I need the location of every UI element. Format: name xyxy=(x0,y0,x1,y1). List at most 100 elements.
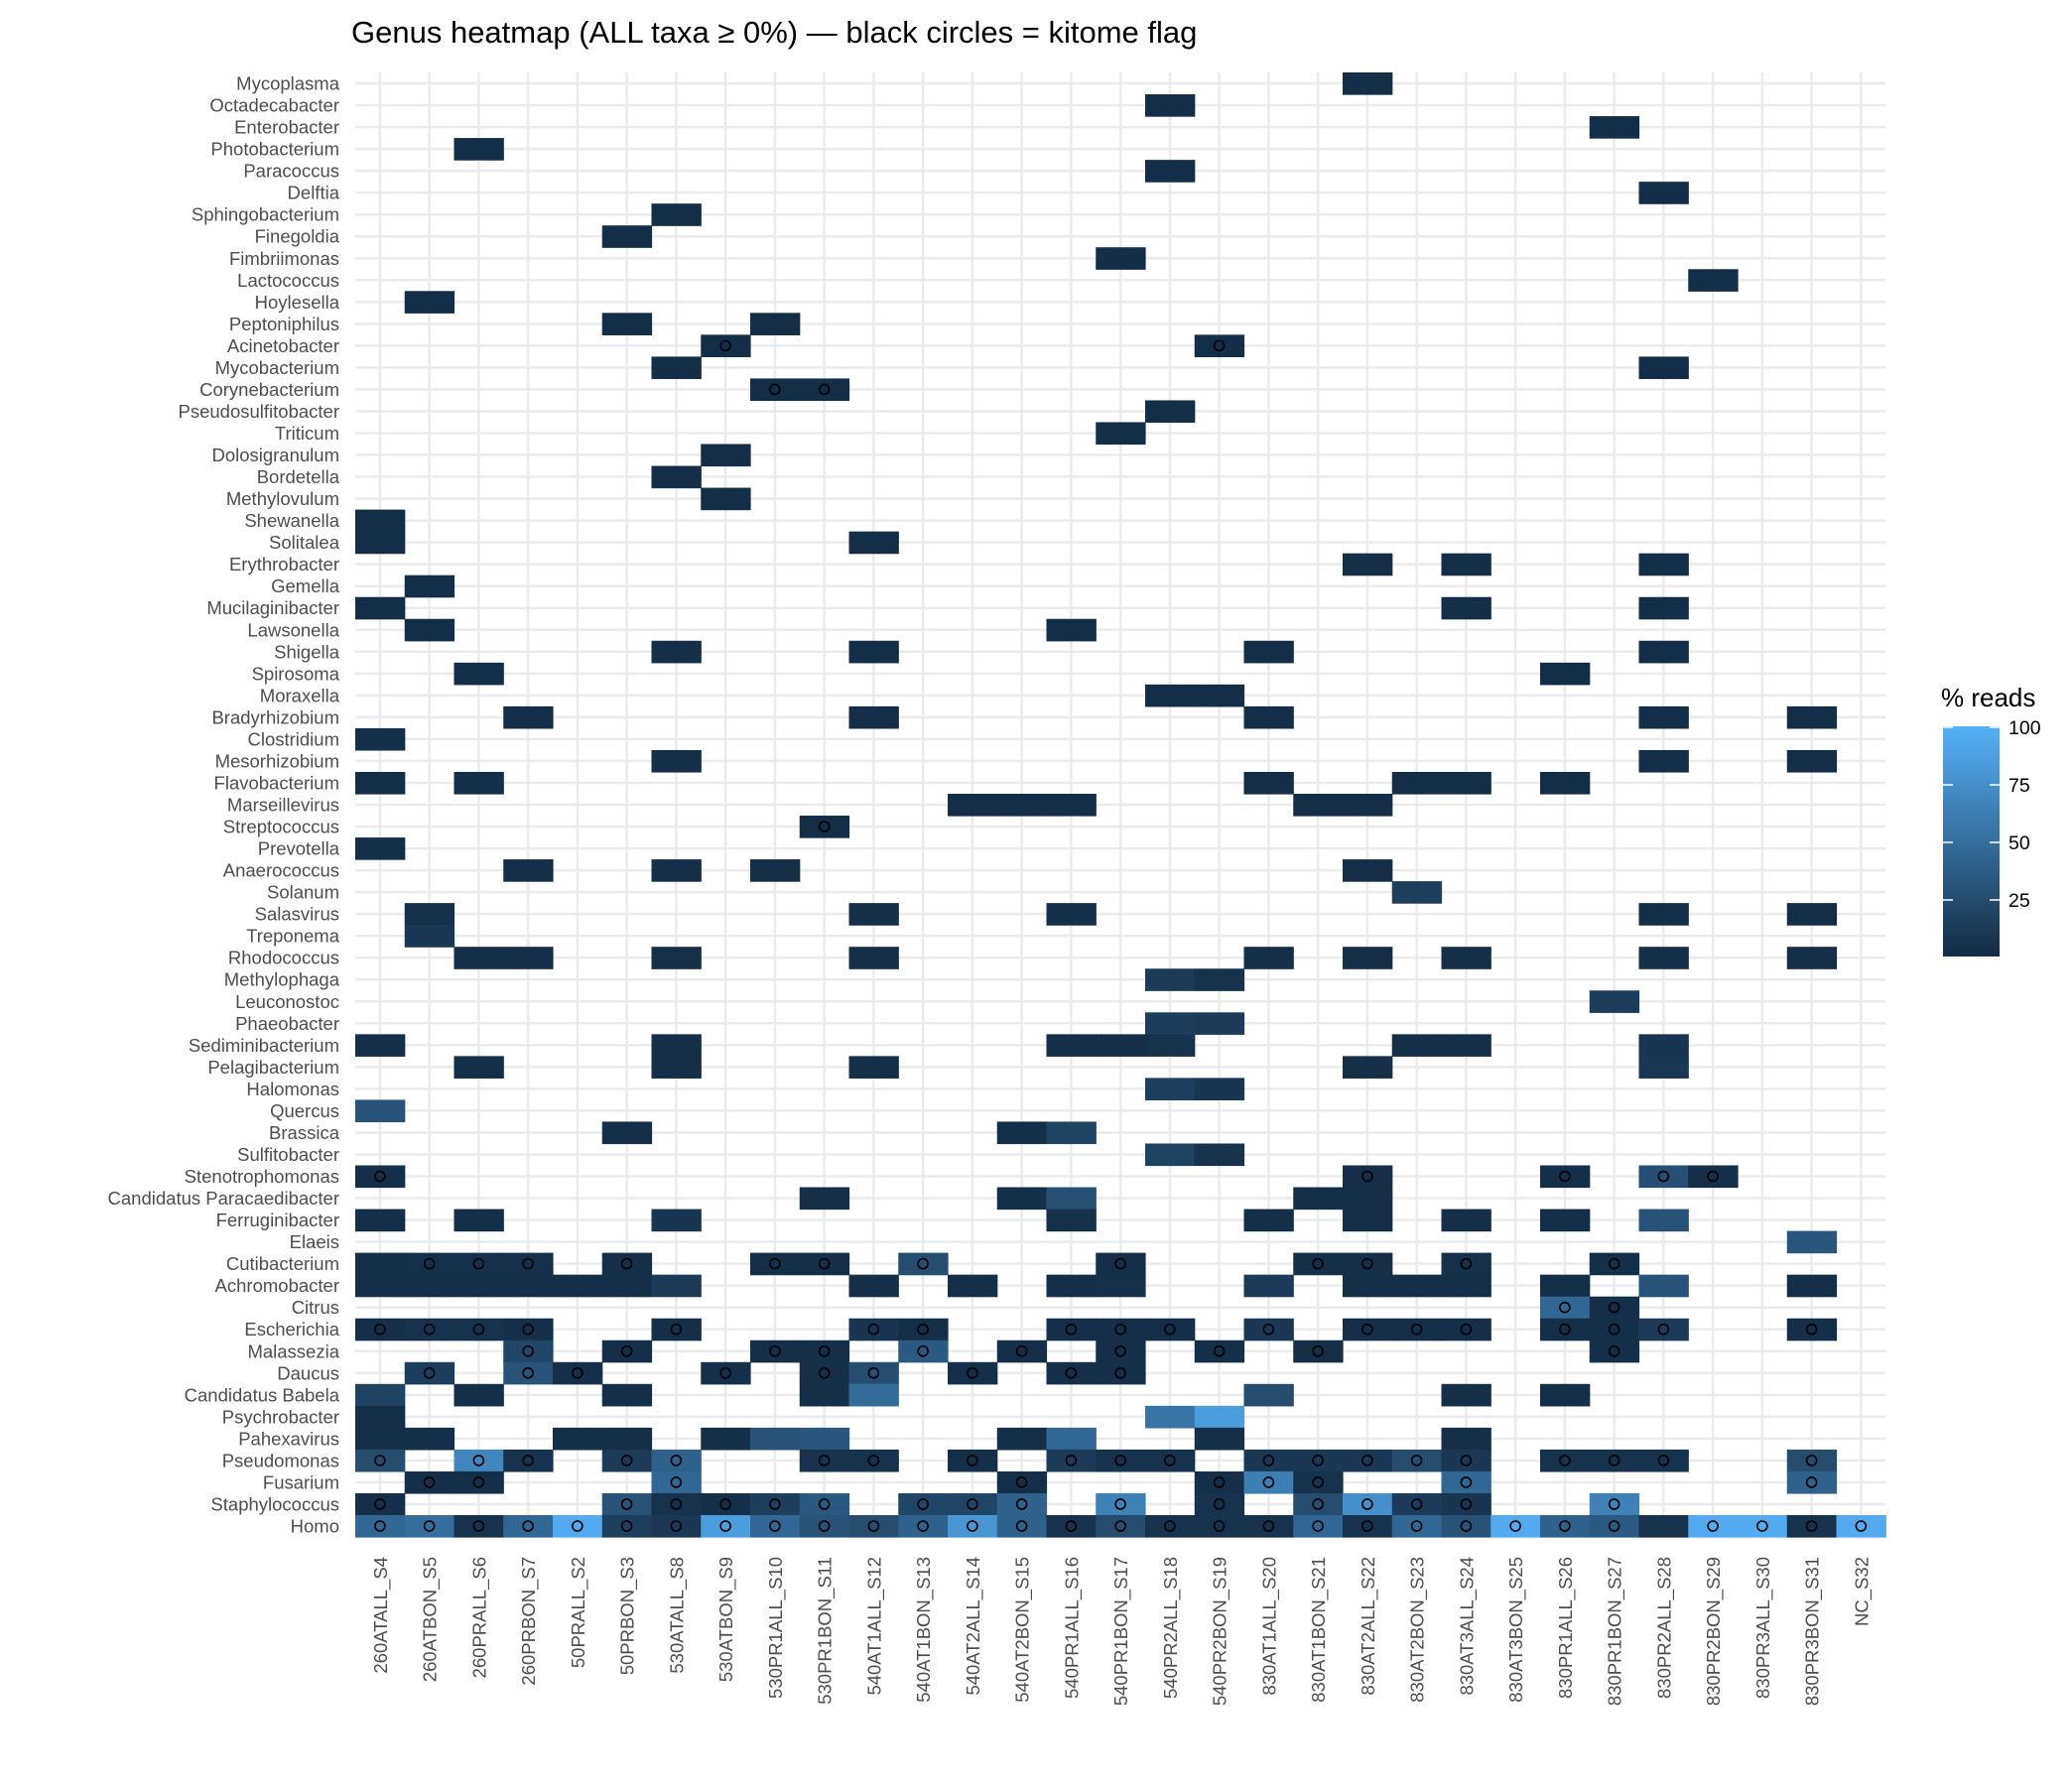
x-tick-label: 540PR2ALL_S18 xyxy=(1160,1557,1182,1699)
kitome-marker xyxy=(1361,1520,1373,1532)
heatmap-cell xyxy=(1293,1340,1344,1363)
heatmap-cell xyxy=(651,1209,702,1232)
y-tick-label: Corynebacterium xyxy=(199,379,339,400)
heatmap-cell xyxy=(848,903,899,926)
heatmap-cell xyxy=(1540,771,1591,795)
heatmap-cell xyxy=(1293,1470,1344,1494)
y-tick-label: Gemella xyxy=(271,575,340,596)
heatmap-cell xyxy=(453,1514,504,1538)
kitome-marker xyxy=(867,1366,880,1379)
kitome-marker xyxy=(1262,1323,1275,1336)
heatmap-cell xyxy=(1145,1405,1196,1429)
y-tick-label: Moraxella xyxy=(260,685,340,705)
kitome-marker xyxy=(1410,1455,1423,1467)
heatmap-cell xyxy=(1145,1449,1196,1472)
heatmap-cell xyxy=(701,334,751,357)
kitome-marker xyxy=(1015,1520,1028,1532)
heatmap-cell xyxy=(1343,1318,1393,1341)
y-tick-label: Pelagibacterium xyxy=(207,1057,339,1078)
heatmap-cell xyxy=(1441,771,1491,795)
heatmap-cell xyxy=(1145,1078,1196,1101)
heatmap-cell xyxy=(503,1274,554,1298)
kitome-marker xyxy=(1164,1520,1176,1532)
heatmap-cell xyxy=(948,793,998,817)
kitome-marker xyxy=(719,1498,731,1510)
x-tick-label: 540AT1ALL_S12 xyxy=(863,1557,885,1696)
x-tick-label: NC_S32 xyxy=(1851,1557,1873,1626)
kitome-marker xyxy=(572,1366,583,1379)
heatmap-cell xyxy=(948,1361,998,1385)
y-tick-label: Erythrobacter xyxy=(229,554,339,574)
x-tick-label: 540PR1ALL_S16 xyxy=(1061,1557,1083,1699)
heatmap-cell xyxy=(651,1449,702,1472)
heatmap-cell xyxy=(651,1318,702,1341)
y-tick-label: Stenotrophomonas xyxy=(185,1166,339,1187)
heatmap-cell xyxy=(1096,1449,1146,1472)
kitome-marker xyxy=(1805,1520,1818,1532)
heatmap-cell xyxy=(1194,1427,1245,1451)
heatmap-cell xyxy=(1194,1012,1245,1035)
heatmap-cell xyxy=(996,1340,1048,1363)
kitome-marker xyxy=(572,1520,583,1532)
heatmap-cell xyxy=(355,1274,406,1298)
heatmap-cell xyxy=(750,1514,801,1538)
kitome-marker xyxy=(472,1323,485,1336)
heatmap-cell xyxy=(1688,1165,1739,1189)
y-tick-label: Daucus xyxy=(277,1362,339,1383)
heatmap-cell xyxy=(1194,684,1245,707)
y-tick-label: Psychrobacter xyxy=(222,1406,339,1427)
y-tick-label: Photobacterium xyxy=(210,139,339,160)
heatmap-cell xyxy=(453,1209,504,1232)
heatmap-cell xyxy=(848,1449,899,1472)
heatmap-cell xyxy=(1589,1340,1640,1363)
kitome-marker xyxy=(967,1520,978,1532)
kitome-marker xyxy=(967,1455,978,1467)
x-tick-label: 830PR3ALL_S30 xyxy=(1752,1557,1774,1699)
heatmap-cell xyxy=(1343,1514,1393,1538)
y-tick-label: Mycobacterium xyxy=(215,357,339,378)
heatmap-cell xyxy=(750,1427,801,1451)
heatmap-cell xyxy=(898,1252,949,1276)
kitome-marker xyxy=(1608,1498,1620,1510)
heatmap-cell xyxy=(1589,990,1640,1013)
kitome-marker xyxy=(423,1366,436,1379)
y-tick-label: Escherichia xyxy=(244,1319,339,1340)
kitome-marker xyxy=(1065,1520,1078,1532)
heatmap-cell xyxy=(1638,640,1689,664)
kitome-marker xyxy=(1164,1323,1176,1336)
heatmap-cell xyxy=(996,1187,1048,1211)
heatmap-cell xyxy=(1046,1187,1097,1211)
heatmap-cell xyxy=(355,1165,406,1189)
kitome-marker xyxy=(522,1520,534,1532)
kitome-marker xyxy=(670,1498,683,1510)
heatmap-cell xyxy=(503,947,554,969)
kitome-marker xyxy=(1559,1301,1571,1314)
heatmap-cell xyxy=(453,1318,504,1341)
heatmap-cell xyxy=(1145,1012,1196,1035)
x-tick-label: 830AT3BON_S25 xyxy=(1505,1557,1527,1703)
x-tick-label: 830PR2ALL_S28 xyxy=(1653,1557,1675,1699)
kitome-marker xyxy=(917,1498,929,1510)
x-tick-label: 830AT2ALL_S22 xyxy=(1358,1557,1379,1696)
heatmap-cell xyxy=(898,1514,949,1538)
heatmap-cell xyxy=(799,1252,850,1276)
heatmap-cell xyxy=(898,1318,949,1341)
heatmap-cell xyxy=(948,1274,998,1298)
heatmap-cell xyxy=(1441,947,1491,969)
heatmap-cell xyxy=(1243,1449,1294,1472)
heatmap-cell xyxy=(1638,553,1689,576)
heatmap-cell xyxy=(1441,1492,1491,1516)
color-legend: % reads 25 50 75 100 xyxy=(1941,683,2041,957)
kitome-marker xyxy=(1361,1455,1373,1467)
x-tick-label: 830PR1ALL_S26 xyxy=(1555,1557,1577,1699)
kitome-marker xyxy=(1559,1323,1571,1336)
y-tick-label: Methylovulum xyxy=(226,488,339,509)
heatmap-cell xyxy=(404,1274,455,1298)
heatmap-cell xyxy=(848,705,899,729)
heatmap-cell xyxy=(1343,1274,1393,1298)
heatmap-cell xyxy=(1490,1514,1541,1538)
heatmap-cell xyxy=(701,1514,751,1538)
kitome-marker xyxy=(1213,1520,1226,1532)
kitome-marker xyxy=(1213,1476,1226,1488)
